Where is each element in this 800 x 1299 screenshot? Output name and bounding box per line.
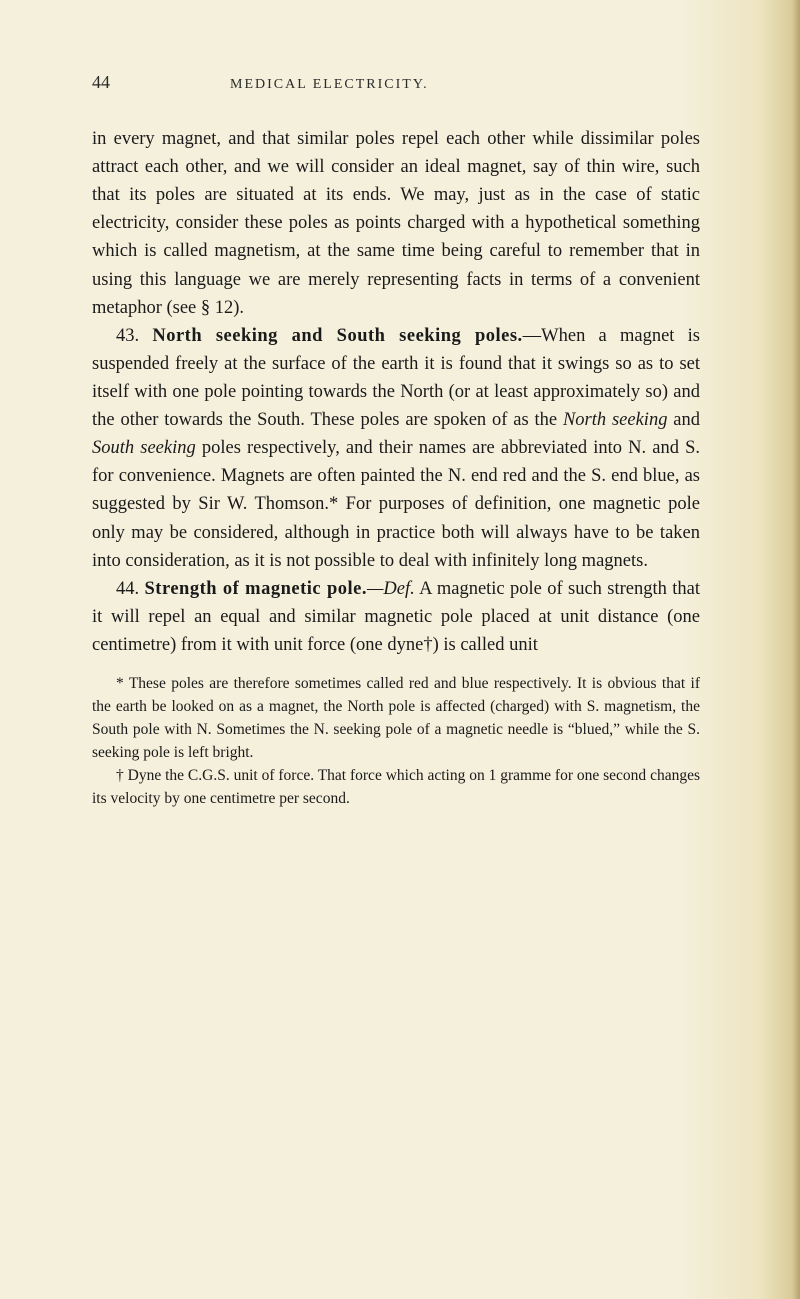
paragraph-continuation: in every magnet, and that similar poles … (92, 125, 700, 322)
footnotes: * These poles are therefore sometimes ca… (92, 673, 700, 811)
footnote-2: † Dyne the C.G.S. unit of force. That fo… (92, 765, 700, 811)
def-marker: —Def. (367, 579, 415, 599)
italic-term: South seeking (92, 438, 196, 458)
footnote-1: * These poles are therefore sometimes ca… (92, 673, 700, 765)
running-head: MEDICAL ELECTRICITY. (230, 77, 429, 93)
page-header: 44 MEDICAL ELECTRICITY. (92, 72, 700, 93)
page-number: 44 (92, 72, 110, 93)
page-edge-shadow (792, 0, 800, 1299)
italic-term: North seeking (563, 410, 668, 430)
section-number: 43. (116, 326, 152, 346)
section-43: 43. North seeking and South seeking pole… (92, 322, 700, 575)
section-44: 44. Strength of magnetic pole.—Def. A ma… (92, 575, 700, 659)
body-text: in every magnet, and that similar poles … (92, 125, 700, 659)
section-body-part: and (667, 410, 700, 430)
section-number: 44. (116, 579, 145, 599)
section-title: North seeking and South seeking poles. (152, 326, 522, 346)
section-title: Strength of magnetic pole. (145, 579, 367, 599)
